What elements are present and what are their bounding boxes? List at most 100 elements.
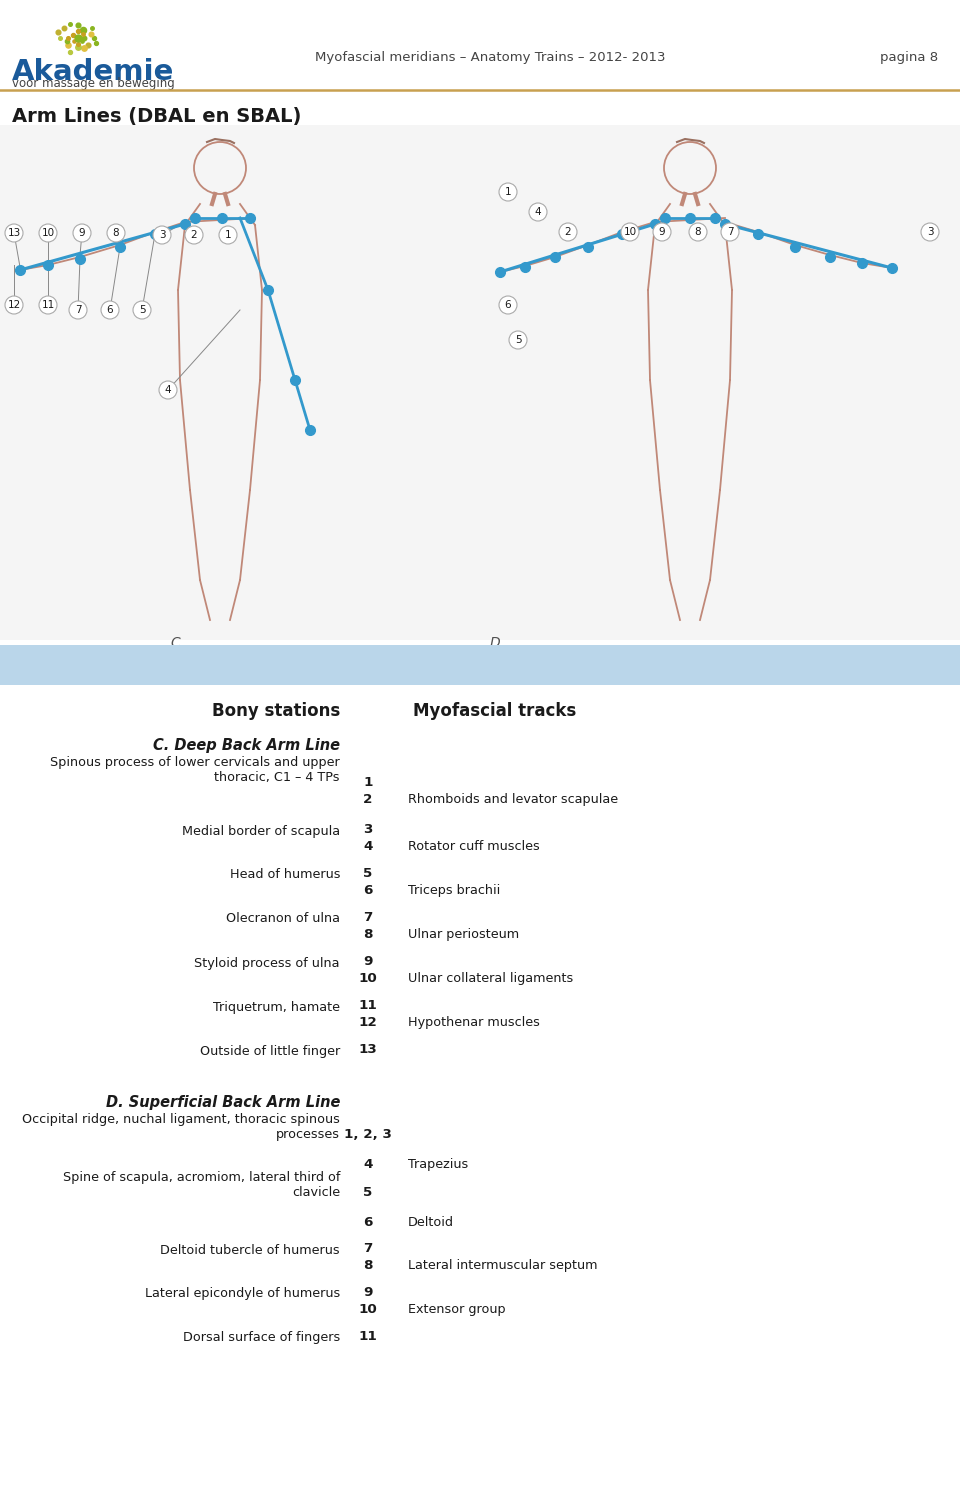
Text: Ulnar collateral ligaments: Ulnar collateral ligaments xyxy=(408,972,573,984)
Circle shape xyxy=(107,224,125,242)
Text: 2: 2 xyxy=(363,792,372,806)
Text: 1, 2, 3: 1, 2, 3 xyxy=(344,1128,392,1142)
Text: 9: 9 xyxy=(79,228,85,237)
Text: Olecranon of ulna: Olecranon of ulna xyxy=(226,913,340,925)
Text: 2: 2 xyxy=(191,230,198,240)
Text: 10: 10 xyxy=(359,972,377,984)
Text: 1: 1 xyxy=(363,776,372,789)
Text: Dorsal surface of fingers: Dorsal surface of fingers xyxy=(182,1332,340,1344)
Text: 7: 7 xyxy=(363,912,372,924)
Text: 9: 9 xyxy=(363,1287,372,1299)
Text: Triceps brachii: Triceps brachii xyxy=(408,885,500,897)
Text: 10: 10 xyxy=(41,228,55,237)
Circle shape xyxy=(39,296,57,314)
Circle shape xyxy=(5,296,23,314)
Text: Trapezius: Trapezius xyxy=(408,1158,468,1170)
Circle shape xyxy=(101,301,119,319)
Text: Head of humerus: Head of humerus xyxy=(229,868,340,881)
Circle shape xyxy=(529,203,547,221)
Circle shape xyxy=(133,301,151,319)
Text: Spinous process of lower cervicals and upper: Spinous process of lower cervicals and u… xyxy=(50,756,340,770)
Text: Bony stations: Bony stations xyxy=(212,702,340,720)
Text: 10: 10 xyxy=(359,1303,377,1315)
Circle shape xyxy=(219,225,237,243)
Text: 11: 11 xyxy=(41,299,55,310)
Text: Extensor group: Extensor group xyxy=(408,1303,506,1315)
Text: Styloid process of ulna: Styloid process of ulna xyxy=(195,957,340,969)
Text: C. Deep Back Arm Line: C. Deep Back Arm Line xyxy=(153,738,340,753)
Text: 11: 11 xyxy=(359,1331,377,1343)
Text: pagina 8: pagina 8 xyxy=(880,50,938,64)
Text: Akademie: Akademie xyxy=(12,57,175,86)
Text: Occipital ridge, nuchal ligament, thoracic spinous: Occipital ridge, nuchal ligament, thorac… xyxy=(22,1113,340,1126)
Text: Ulnar periosteum: Ulnar periosteum xyxy=(408,928,519,940)
Circle shape xyxy=(689,222,707,240)
Text: clavicle: clavicle xyxy=(292,1185,340,1199)
Text: Deltoid tubercle of humerus: Deltoid tubercle of humerus xyxy=(160,1243,340,1256)
Circle shape xyxy=(921,222,939,240)
Circle shape xyxy=(153,225,171,243)
Text: 6: 6 xyxy=(107,305,113,314)
Text: 7: 7 xyxy=(363,1241,372,1255)
Text: Arm Lines (DBAL en SBAL): Arm Lines (DBAL en SBAL) xyxy=(12,107,301,125)
Text: 6: 6 xyxy=(363,885,372,897)
Text: Rhomboids and levator scapulae: Rhomboids and levator scapulae xyxy=(408,792,618,806)
Circle shape xyxy=(159,381,177,399)
Text: 7: 7 xyxy=(727,227,733,237)
Text: Triquetrum, hamate: Triquetrum, hamate xyxy=(213,1001,340,1013)
Text: 9: 9 xyxy=(659,227,665,237)
Text: 4: 4 xyxy=(363,1158,372,1170)
Text: 10: 10 xyxy=(623,227,636,237)
Text: 1: 1 xyxy=(505,187,512,197)
Circle shape xyxy=(73,224,91,242)
Text: processes: processes xyxy=(276,1128,340,1142)
Text: 13: 13 xyxy=(359,1043,377,1055)
Text: 5: 5 xyxy=(515,336,521,345)
Circle shape xyxy=(5,224,23,242)
Text: 1: 1 xyxy=(225,230,231,240)
Text: 12: 12 xyxy=(359,1016,377,1030)
Circle shape xyxy=(499,296,517,314)
Text: 3: 3 xyxy=(926,227,933,237)
Text: 12: 12 xyxy=(8,299,20,310)
Text: 5: 5 xyxy=(363,1185,372,1199)
Text: Myofascial tracks: Myofascial tracks xyxy=(413,702,576,720)
Text: 3: 3 xyxy=(363,823,372,836)
Text: 4: 4 xyxy=(363,841,372,853)
Circle shape xyxy=(39,224,57,242)
Text: Rotator cuff muscles: Rotator cuff muscles xyxy=(408,841,540,853)
Circle shape xyxy=(509,331,527,349)
Text: Myofascial meridians – Anatomy Trains – 2012- 2013: Myofascial meridians – Anatomy Trains – … xyxy=(315,50,665,64)
Circle shape xyxy=(621,222,639,240)
Text: 4: 4 xyxy=(165,386,171,395)
Circle shape xyxy=(721,222,739,240)
Text: Spine of scapula, acromiom, lateral third of: Spine of scapula, acromiom, lateral thir… xyxy=(62,1170,340,1184)
Text: Outside of little finger: Outside of little finger xyxy=(200,1045,340,1057)
Bar xyxy=(0,125,960,640)
Circle shape xyxy=(69,301,87,319)
Circle shape xyxy=(653,222,671,240)
Bar xyxy=(0,646,960,685)
Text: C: C xyxy=(170,637,180,650)
Text: Lateral epicondyle of humerus: Lateral epicondyle of humerus xyxy=(145,1288,340,1300)
Text: Deltoid: Deltoid xyxy=(408,1216,454,1229)
Text: 8: 8 xyxy=(363,1259,372,1272)
Text: 9: 9 xyxy=(363,956,372,968)
Text: 11: 11 xyxy=(359,999,377,1012)
Text: 3: 3 xyxy=(158,230,165,240)
Text: 2: 2 xyxy=(564,227,571,237)
Circle shape xyxy=(185,225,203,243)
Text: 5: 5 xyxy=(138,305,145,314)
Circle shape xyxy=(559,222,577,240)
Text: 6: 6 xyxy=(505,299,512,310)
Text: D. Superficial Back Arm Line: D. Superficial Back Arm Line xyxy=(106,1095,340,1110)
Text: 13: 13 xyxy=(8,228,20,237)
Text: Medial border of scapula: Medial border of scapula xyxy=(181,824,340,838)
Text: voor massage en beweging: voor massage en beweging xyxy=(12,77,175,91)
Text: Hypothenar muscles: Hypothenar muscles xyxy=(408,1016,540,1030)
Text: thoracic, C1 – 4 TPs: thoracic, C1 – 4 TPs xyxy=(214,771,340,785)
Text: 5: 5 xyxy=(363,866,372,880)
Text: D: D xyxy=(490,637,500,650)
Text: 4: 4 xyxy=(535,207,541,218)
Text: 6: 6 xyxy=(363,1216,372,1229)
